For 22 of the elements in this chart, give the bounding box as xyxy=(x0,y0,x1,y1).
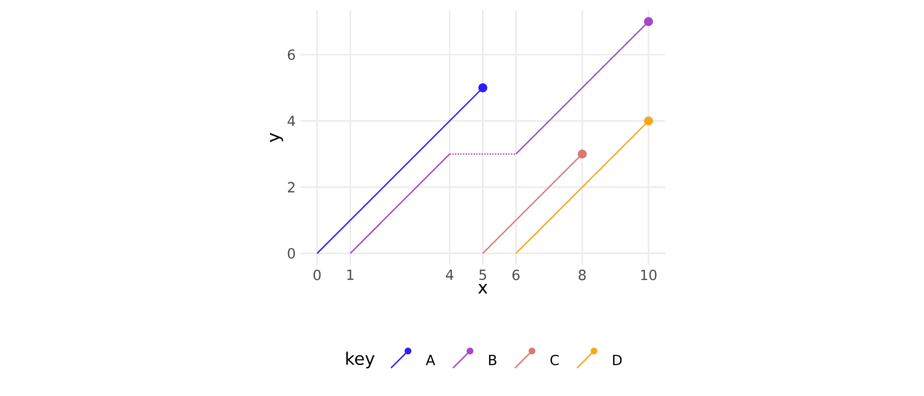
y-tick-label: 0 xyxy=(288,248,295,259)
x-tick-label: 4 xyxy=(446,270,454,280)
y-axis-title: y xyxy=(270,132,284,142)
x-tick-label: 5 xyxy=(479,270,486,280)
point xyxy=(578,149,587,159)
legend-label: A xyxy=(426,354,436,366)
y-tick-label: 4 xyxy=(288,116,296,126)
legend-label: B xyxy=(489,354,496,366)
x-tick-label: 0 xyxy=(314,270,321,280)
point xyxy=(478,83,488,92)
x-tick-label: 10 xyxy=(641,270,656,280)
x-tick-label: 8 xyxy=(578,270,586,280)
x-tick-label: 1 xyxy=(347,270,354,280)
legend-label: C xyxy=(550,354,559,366)
point xyxy=(644,17,654,26)
x-tick-label: 6 xyxy=(512,270,520,280)
legend-title: key xyxy=(346,352,375,368)
y-tick-label: 2 xyxy=(288,182,294,192)
point xyxy=(644,116,654,126)
x-axis-title: x xyxy=(478,284,488,294)
legend-label: D xyxy=(613,354,622,366)
y-tick-label: 6 xyxy=(288,49,295,60)
